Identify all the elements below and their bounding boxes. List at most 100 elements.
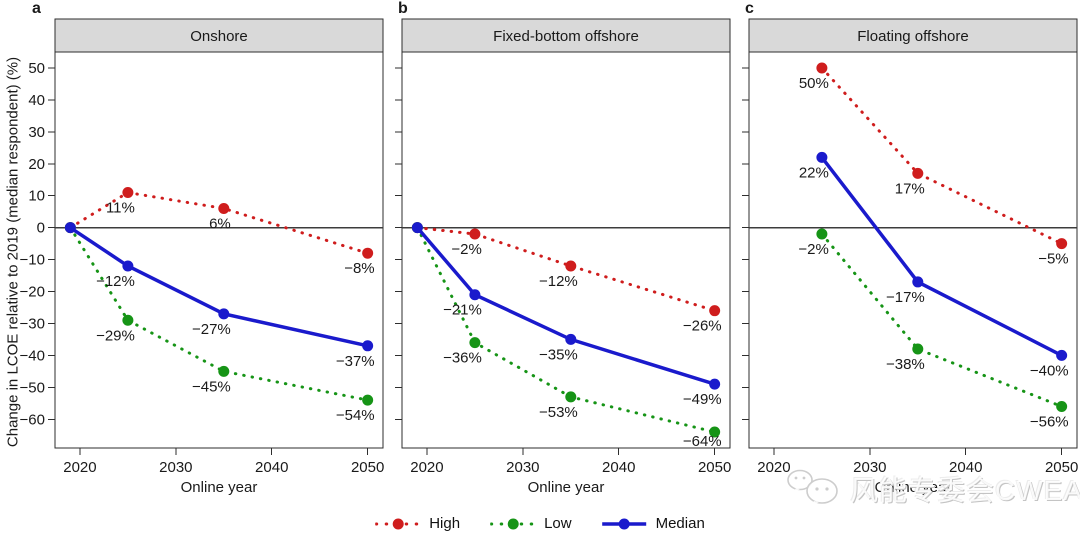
- panel-title: Floating offshore: [857, 28, 968, 45]
- data-point-label: −12%: [96, 273, 135, 290]
- data-point-label: −29%: [96, 327, 135, 344]
- series-line-median: [416, 226, 716, 386]
- data-point-label: −27%: [192, 321, 231, 338]
- legend: High Low Median: [375, 515, 705, 532]
- data-point-median: [565, 333, 577, 345]
- data-point-median: [362, 340, 374, 352]
- data-point-low: [912, 343, 924, 355]
- x-tick-label: 2050: [1045, 459, 1078, 476]
- data-point-label: 6%: [209, 215, 231, 232]
- data-point-median: [469, 289, 481, 301]
- data-point-low: [1056, 400, 1068, 412]
- data-point-median: [709, 378, 721, 390]
- panel-header: [54, 18, 384, 53]
- panel-onshore-chart: a Onshore 50 40 30 20 10 0 −10 −20 −30 −40 −50 −60 202…: [20, 0, 385, 496]
- data-point-high: [709, 305, 721, 317]
- data-point-high: [816, 62, 828, 74]
- data-point-median: [64, 222, 76, 234]
- x-axis-label: Online year: [181, 479, 258, 496]
- data-point-label: −40%: [1030, 362, 1069, 379]
- data-point-median: [816, 151, 828, 163]
- legend-label-high: High: [429, 515, 461, 532]
- series-line-low: [68, 226, 370, 402]
- panel-header: [748, 18, 1078, 53]
- x-tick-label: 2030: [159, 459, 192, 476]
- series-line-high: [68, 190, 370, 255]
- data-point-label: −21%: [443, 302, 482, 319]
- data-point-low: [565, 391, 577, 403]
- data-point-label: −45%: [192, 378, 231, 395]
- y-tick-label: −10: [20, 252, 45, 269]
- data-point-label: −17%: [886, 289, 925, 306]
- x-tick-label: 2030: [506, 459, 539, 476]
- panel-letter: a: [32, 0, 41, 17]
- data-point-label: −2%: [798, 241, 828, 258]
- data-point-low: [362, 394, 374, 406]
- x-tick-label: 2020: [757, 459, 790, 476]
- data-point-label: −54%: [336, 407, 375, 424]
- data-point-median: [912, 276, 924, 288]
- data-point-low: [469, 337, 481, 349]
- y-tick-label: −30: [20, 315, 45, 332]
- series-line-low: [820, 232, 1064, 408]
- legend-item-median: Median: [602, 515, 705, 532]
- data-point-low: [218, 365, 230, 377]
- y-tick-label: −40: [20, 347, 45, 364]
- y-tick-label: 0: [37, 220, 45, 237]
- x-tick-label: 2040: [602, 459, 635, 476]
- panel-fixed-bottom-offshore-chart: b Fixed-bottom offshore 2020 2030 2040 2050 −2…: [395, 0, 731, 496]
- data-point-high: [362, 247, 374, 259]
- data-point-high: [218, 202, 230, 214]
- data-point-median: [218, 308, 230, 320]
- y-tick-label: 30: [28, 124, 45, 141]
- data-point-label: −12%: [539, 273, 578, 290]
- plot-area: [54, 51, 384, 449]
- data-point-label: −26%: [683, 318, 722, 335]
- legend-label-low: Low: [544, 515, 572, 532]
- y-tick-label: −50: [20, 379, 45, 396]
- data-point-high: [469, 228, 481, 240]
- median-line-sample-icon: [602, 518, 647, 529]
- panel-letter: c: [745, 0, 754, 17]
- panel-title: Onshore: [190, 28, 248, 45]
- data-point-label: −38%: [886, 356, 925, 373]
- data-point-median: [411, 222, 423, 234]
- y-tick-label: 50: [28, 60, 45, 77]
- x-tick-label: 2050: [698, 459, 731, 476]
- x-axis-label: Online year: [875, 479, 952, 496]
- x-tick-label: 2030: [853, 459, 886, 476]
- x-tick-label: 2020: [63, 459, 96, 476]
- data-point-label: −2%: [451, 241, 481, 258]
- data-point-label: −36%: [443, 350, 482, 367]
- y-tick-label: 20: [28, 156, 45, 173]
- x-tick-label: 2050: [351, 459, 384, 476]
- data-point-label: −37%: [336, 353, 375, 370]
- x-axis-label: Online year: [528, 479, 605, 496]
- legend-item-low: Low: [490, 515, 572, 532]
- panel-letter: b: [398, 0, 408, 17]
- x-tick-label: 2020: [410, 459, 443, 476]
- x-tick-label: 2040: [949, 459, 982, 476]
- y-tick-label: −20: [20, 284, 45, 301]
- y-tick-label: −60: [20, 411, 45, 428]
- legend-label-median: Median: [655, 515, 705, 532]
- plot-area: [401, 51, 731, 449]
- data-point-label: 11%: [106, 200, 135, 217]
- plot-area: [748, 51, 1078, 449]
- data-point-label: −64%: [683, 433, 722, 450]
- panel-header: [401, 18, 731, 53]
- data-point-low: [122, 314, 134, 326]
- data-point-label: −49%: [683, 391, 722, 408]
- panel-title: Fixed-bottom offshore: [493, 28, 639, 45]
- data-point-label: −8%: [344, 260, 374, 277]
- data-point-median: [122, 260, 134, 272]
- y-tick-label: 10: [28, 188, 45, 205]
- data-point-high: [122, 187, 134, 199]
- high-line-sample-icon: [375, 518, 422, 529]
- panel-floating-offshore-chart: c Floating offshore 2020 2030 2040 2050 50% 17%…: [742, 0, 1078, 496]
- low-line-sample-icon: [490, 518, 537, 529]
- data-point-label: −5%: [1038, 251, 1068, 268]
- data-point-label: −56%: [1030, 413, 1069, 430]
- data-point-low: [816, 228, 828, 240]
